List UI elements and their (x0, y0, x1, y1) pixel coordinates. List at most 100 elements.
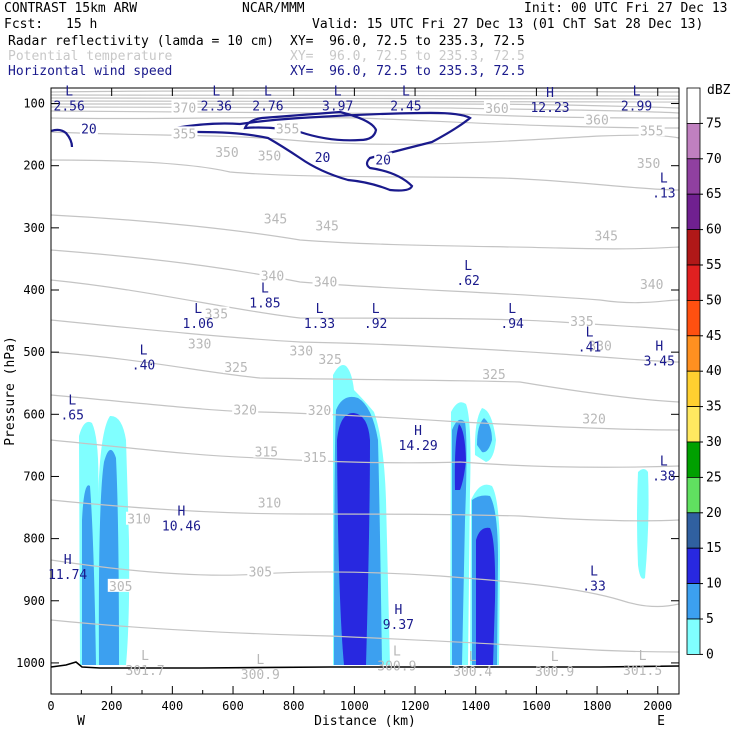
colorbar-label: 60 (706, 223, 722, 238)
x-tick-label: 1600 (522, 699, 551, 713)
echo-west-10dbz (82, 449, 119, 665)
y-tick-label: 300 (23, 221, 45, 235)
extremum-value: 9.37 (383, 618, 414, 633)
wind-contour-label: 20 (375, 153, 391, 168)
y-tick-label: 200 (23, 159, 45, 173)
theta-contour-label: 335 (570, 315, 593, 330)
reflectivity-fills (79, 365, 649, 665)
theta-label-bg (312, 274, 339, 288)
extremum-high-marker: H (655, 339, 663, 354)
extremum-low-marker: L (264, 85, 272, 100)
colorbar-swatch (686, 618, 701, 655)
colorbar-unit: dBZ (707, 83, 731, 98)
surface-theta-L-marker: L (393, 645, 401, 660)
extremum-low-marker: L (508, 302, 516, 317)
field-reflectivity-xy: XY= 96.0, 72.5 to 235.3, 72.5 (290, 34, 525, 49)
surface-theta-value: 301.7 (125, 664, 164, 679)
colorbar-swatch (686, 583, 701, 620)
theta-contour-label: 350 (215, 146, 238, 161)
theta-label-bg (107, 578, 134, 592)
theta-contour-label: 315 (255, 446, 278, 461)
extremum-low-marker: L (660, 172, 668, 187)
x-tick-label: 200 (101, 699, 123, 713)
y-tick-label: 100 (23, 97, 45, 111)
theta-label-bg (171, 126, 198, 140)
colorbar-label: 10 (706, 577, 722, 592)
theta-contour-label: 330 (290, 344, 313, 359)
surface-theta-L-marker: L (551, 650, 559, 665)
extremum-value: 1.33 (304, 317, 335, 332)
x-axis-west-label: W (77, 714, 85, 729)
colorbar-label: 70 (706, 152, 722, 167)
plot-frame (50, 87, 680, 695)
echo-east1-15dbz (454, 424, 466, 490)
field-reflectivity-name: Radar reflectivity (lamda = 10 cm) (8, 34, 275, 49)
echo-east2-15dbz (476, 527, 496, 665)
theta-contour-label: 325 (482, 368, 505, 383)
extremum-value: .33 (582, 579, 605, 594)
extremum-value: 2.36 (201, 100, 232, 115)
theta-contour-label: 310 (258, 497, 281, 512)
extremum-value: .13 (652, 187, 675, 202)
x-tick-label: 400 (162, 699, 184, 713)
extremum-value: 2.99 (621, 100, 652, 115)
extremum-value: 2.76 (252, 100, 283, 115)
extremum-low-marker: L (194, 302, 202, 317)
theta-label-bg (301, 450, 328, 464)
colorbar-label: 35 (706, 400, 722, 415)
x-tick-label: 1200 (401, 699, 430, 713)
terrain (51, 661, 679, 669)
theta-contour-label: 340 (314, 275, 337, 290)
extremum-value: 11.74 (48, 568, 87, 583)
extremum-value: .41 (578, 341, 601, 356)
theta-label-bg (259, 268, 286, 282)
extremum-value: 14.29 (399, 439, 438, 454)
colorbar-swatch (686, 193, 701, 230)
extremum-low-marker: L (464, 259, 472, 274)
theta-label-bg (317, 351, 344, 365)
forecast-label: Fcst: (4, 17, 44, 32)
extremum-low-marker: L (68, 393, 76, 408)
wind-contour-label: 20 (315, 151, 331, 166)
contour-labels: 370 360 360 355 355 355 350 350 350 345 345 345 340 3… (48, 85, 675, 684)
surface-theta-value: 300.9 (241, 668, 280, 683)
theta-label-bg (213, 145, 240, 159)
axes: 0 200 400 600 800 1000 1200 1400 1600 1800 2000 100… (16, 88, 679, 713)
surface-theta-L-marker: L (469, 650, 477, 665)
surface-theta-value: 301.5 (623, 664, 662, 679)
y-tick-label: 400 (23, 283, 45, 297)
theta-contour-label: 315 (303, 451, 326, 466)
theta-label-bg (635, 156, 662, 170)
colorbar-label: 65 (706, 187, 722, 202)
theta-label-bg (256, 148, 283, 162)
theta-contour-label: 355 (640, 124, 663, 139)
theta-contour-label: 320 (582, 413, 605, 428)
x-tick-label: 1400 (461, 699, 490, 713)
extremum-value: .92 (364, 317, 387, 332)
theta-label-bg (274, 121, 301, 135)
colorbar-swatch (686, 476, 701, 514)
colorbar-label: 55 (706, 258, 722, 273)
theta-contour-label: 325 (318, 353, 341, 368)
extremum-high-marker: H (64, 553, 72, 568)
x-tick-label: 2000 (643, 699, 672, 713)
extremum-value: .38 (652, 469, 675, 484)
theta-contour-label: 330 (588, 339, 611, 354)
colorbar-swatch (686, 406, 701, 443)
extremum-value: 1.06 (182, 317, 213, 332)
theta-contour-label: 370 (173, 101, 196, 116)
theta-contour-label: 305 (109, 580, 132, 595)
wind-label-bg (313, 149, 332, 163)
extremum-value: 1.85 (249, 297, 280, 312)
colorbar-swatch (686, 123, 701, 160)
theta-label-bg (186, 336, 213, 350)
theta-contour-label: 325 (224, 361, 247, 376)
surface-theta-value: 300.4 (453, 665, 492, 680)
extremum-low-marker: L (402, 85, 410, 100)
extremum-value: 10.46 (162, 520, 201, 535)
theta-label-bg (253, 444, 280, 458)
colorbar-swatch (686, 158, 701, 195)
y-tick-label: 800 (23, 532, 45, 546)
theta-label-bg (256, 495, 283, 509)
theta-contour-label: 345 (264, 213, 287, 228)
